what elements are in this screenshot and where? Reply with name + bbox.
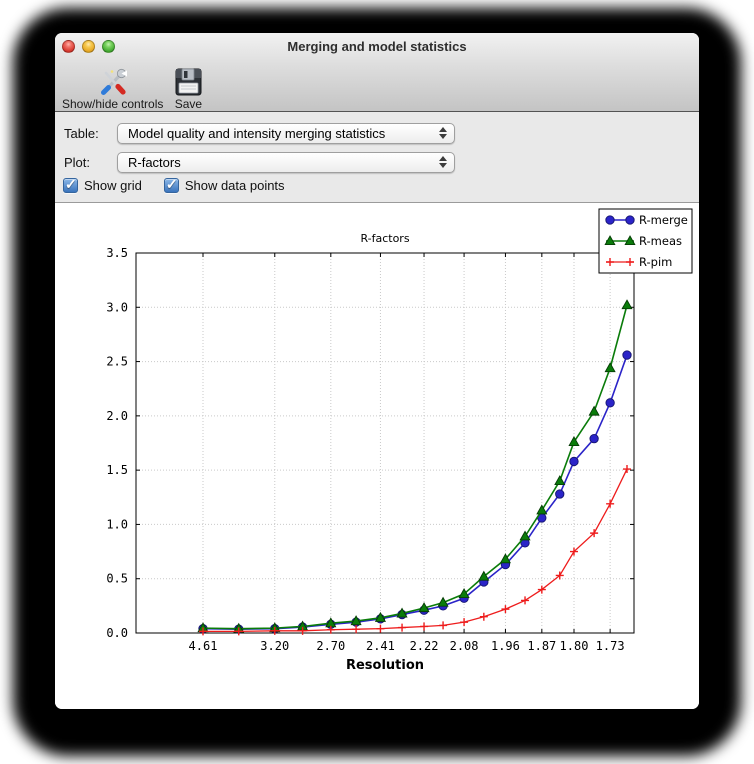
svg-text:2.08: 2.08	[450, 639, 479, 653]
svg-text:R-pim: R-pim	[639, 255, 672, 269]
svg-text:1.87: 1.87	[527, 639, 556, 653]
svg-text:1.80: 1.80	[560, 639, 589, 653]
plot-dropdown[interactable]: R-factors	[117, 151, 455, 173]
toolbar-button-label: Show/hide controls	[62, 97, 164, 111]
table-dropdown-value: Model quality and intensity merging stat…	[128, 125, 386, 141]
r-merge-series	[198, 350, 632, 634]
svg-text:2.70: 2.70	[316, 639, 345, 653]
traffic-lights	[62, 40, 115, 53]
tools-icon	[100, 68, 127, 95]
svg-text:1.0: 1.0	[106, 517, 128, 531]
stepper-arrows-icon	[439, 155, 447, 168]
svg-text:2.22: 2.22	[410, 639, 439, 653]
window-chrome: Merging and model statistics Show/hide c…	[55, 33, 699, 112]
svg-text:0.0: 0.0	[106, 626, 128, 640]
minimize-button[interactable]	[82, 40, 95, 53]
window-title: Merging and model statistics	[287, 38, 467, 54]
svg-text:2.41: 2.41	[366, 639, 395, 653]
toolbar-button-label: Save	[174, 97, 203, 111]
svg-text:0.5: 0.5	[106, 572, 128, 586]
svg-text:R-merge: R-merge	[639, 213, 688, 227]
chart-legend: R-merge R-meas R-pim	[598, 208, 693, 274]
app-window: Merging and model statistics Show/hide c…	[55, 33, 699, 709]
svg-text:2.5: 2.5	[106, 355, 128, 369]
show-data-points-label: Show data points	[184, 178, 285, 193]
show-data-points-checkbox[interactable]	[163, 176, 179, 193]
svg-text:4.61: 4.61	[189, 639, 218, 653]
svg-text:1.5: 1.5	[106, 463, 128, 477]
show-grid-checkbox[interactable]	[63, 176, 78, 193]
plot-dropdown-value: R-factors	[128, 154, 181, 170]
svg-text:1.96: 1.96	[491, 639, 520, 653]
svg-text:2.0: 2.0	[106, 409, 128, 423]
svg-text:R-meas: R-meas	[639, 234, 682, 248]
chart-grid	[136, 253, 634, 633]
close-button[interactable]	[62, 40, 75, 53]
figure-area: R-factors 0.0 0.5 1.0 1.5 2.0 2.5 3.0 3.5 4.61 3.2…	[55, 203, 699, 709]
toolbar: Show/hide controls Save	[55, 59, 699, 114]
titlebar[interactable]: Merging and model statistics	[55, 33, 699, 59]
show-hide-controls-button[interactable]: Show/hide controls	[57, 67, 168, 111]
svg-text:3.0: 3.0	[106, 300, 128, 314]
svg-text:3.5: 3.5	[106, 246, 128, 260]
r-meas-series	[197, 299, 633, 633]
save-button[interactable]: Save	[168, 67, 208, 111]
svg-text:1.73: 1.73	[596, 639, 625, 653]
stepper-arrows-icon	[439, 126, 447, 139]
table-label: Table:	[64, 125, 99, 141]
chart-text: R-factors 0.0 0.5 1.0 1.5 2.0 2.5 3.0 3.5 4.61 3.2…	[106, 232, 624, 673]
show-grid-label: Show grid	[84, 178, 142, 193]
chart-canvas: R-factors 0.0 0.5 1.0 1.5 2.0 2.5 3.0 3.5 4.61 3.2…	[106, 208, 693, 673]
svg-text:R-factors: R-factors	[360, 232, 409, 245]
svg-text:3.20: 3.20	[260, 639, 289, 653]
svg-text:Resolution: Resolution	[346, 658, 424, 673]
floppy-disk-icon	[175, 68, 202, 96]
zoom-button[interactable]	[102, 40, 115, 53]
r-pim-series	[199, 465, 631, 636]
controls-panel: Table: Model quality and intensity mergi…	[55, 112, 699, 203]
table-dropdown[interactable]: Model quality and intensity merging stat…	[117, 122, 455, 144]
plot-label: Plot:	[64, 154, 91, 170]
